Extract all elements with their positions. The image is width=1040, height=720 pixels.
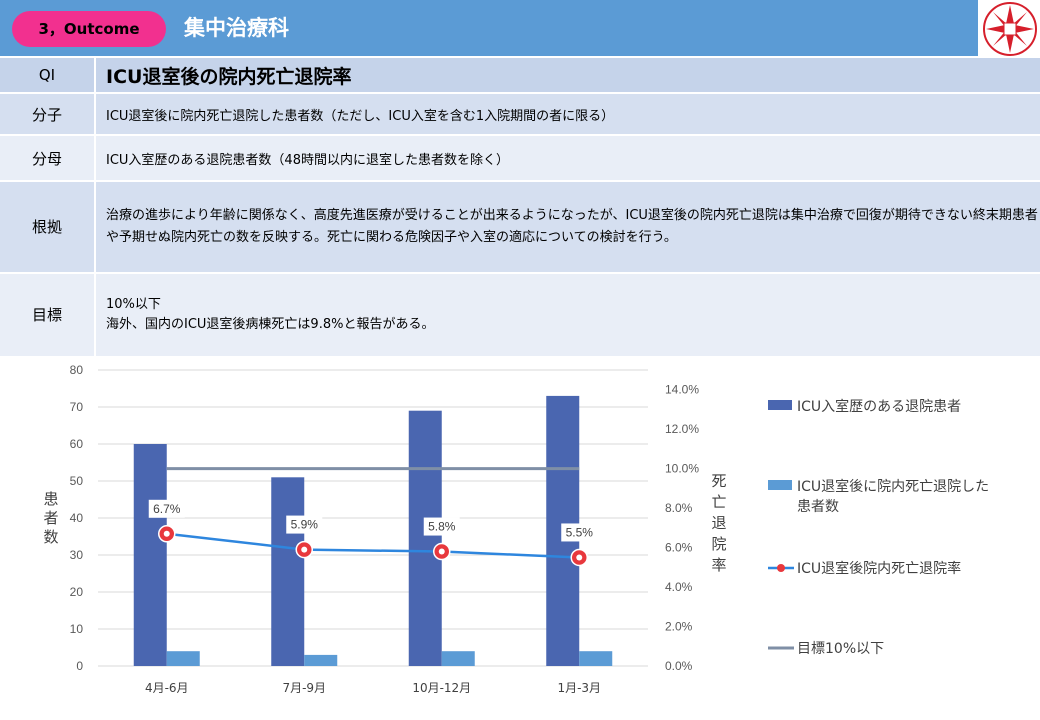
legend-swatch: [768, 480, 792, 490]
rate-point-center: [163, 530, 170, 537]
data-label: 5.5%: [566, 525, 594, 539]
row-value: 治療の進歩により年齢に関係なく、高度先進医療が受けることが出来るようになったが、…: [95, 181, 1040, 274]
data-label: 5.8%: [428, 520, 456, 534]
y-tick-label: 40: [70, 511, 84, 525]
rate-point-center: [438, 548, 445, 555]
x-tick-label: 7月-9月: [282, 681, 326, 695]
hospital-logo-icon: [980, 0, 1040, 58]
header-bar: 3，Outcome 集中治療科: [0, 0, 978, 56]
row-key: 目標: [0, 273, 96, 358]
qi-title: ICU退室後の院内死亡退院率: [95, 58, 1040, 94]
y-tick-label: 10: [70, 622, 84, 636]
y2-tick-label: 0.0%: [665, 659, 693, 673]
target-line-1: 10%以下: [106, 297, 161, 312]
y2-axis-title-char: 死: [711, 472, 726, 490]
bar: [271, 477, 305, 666]
data-label: 5.9%: [291, 518, 319, 532]
y2-tick-label: 8.0%: [665, 501, 693, 515]
y-tick-label: 60: [70, 437, 84, 451]
y-tick-label: 30: [70, 548, 84, 562]
section-badge: 3，Outcome: [12, 11, 166, 47]
rate-line: [166, 532, 580, 559]
x-tick-label: 4月-6月: [145, 681, 189, 695]
y-axis-title-char: 数: [43, 528, 58, 546]
data-label-bg: [148, 499, 185, 518]
outcome-chart: 0 10 20 30 40 50 60 70 80 0.0% 2.0% 4.0% 6.0% 8.0% 10.…: [43, 363, 989, 695]
x-tick-label: 1月-3月: [557, 681, 601, 695]
bar: [579, 651, 613, 666]
row-key: QI: [0, 58, 96, 94]
legend-label: 目標10%以下: [797, 641, 884, 657]
bar: [304, 654, 338, 666]
data-label: 6.7%: [153, 502, 181, 516]
y2-tick-label: 4.0%: [665, 580, 693, 594]
y2-axis-title-char: 院: [711, 535, 726, 553]
row-key: 根拠: [0, 181, 96, 274]
row-numerator: 分子 ICU退室後に院内死亡退院した患者数（ただし、ICU入室を含む1入院期間の…: [0, 93, 1040, 136]
rate-point-center: [301, 546, 308, 553]
row-key: 分母: [0, 135, 96, 182]
legend-marker: [777, 564, 785, 572]
bar: [166, 651, 200, 666]
bar: [408, 410, 442, 666]
rate-point-center: [576, 554, 583, 561]
row-rationale: 根拠 治療の進歩により年齢に関係なく、高度先進医療が受けることが出来るようになっ…: [0, 181, 1040, 274]
row-value: 10%以下 海外、国内のICU退室後病棟死亡は9.8%と報告がある。: [95, 273, 1040, 358]
y-axis-title-char: 患: [43, 490, 58, 508]
legend-label: ICU退室後に院内死亡退院した: [797, 478, 989, 495]
row-denominator: 分母 ICU入室歴のある退院患者数（48時間以内に退室した患者数を除く）: [0, 135, 1040, 182]
y2-tick-label: 2.0%: [665, 620, 693, 634]
bar: [133, 444, 167, 666]
row-value: ICU退室後に院内死亡退院した患者数（ただし、ICU入室を含む1入院期間の者に限…: [95, 93, 1040, 136]
y-tick-label: 50: [70, 474, 84, 488]
data-label-bg: [286, 515, 323, 534]
y-tick-label: 20: [70, 585, 84, 599]
y2-axis-title-char: 退: [711, 514, 726, 532]
data-label-bg: [561, 523, 598, 542]
bar: [441, 651, 475, 666]
x-tick-label: 10月-12月: [412, 681, 471, 695]
y-tick-label: 0: [76, 659, 83, 673]
legend-label: 患者数: [797, 499, 839, 515]
legend-swatch: [768, 400, 792, 410]
qi-info-table: QI ICU退室後の院内死亡退院率 分子 ICU退室後に院内死亡退院した患者数（…: [0, 58, 1040, 358]
legend-label: ICU退室後院内死亡退院率: [797, 560, 961, 577]
row-key: 分子: [0, 93, 96, 136]
y-tick-label: 70: [70, 400, 84, 414]
data-label-bg: [423, 517, 460, 536]
y2-axis-title-char: 率: [711, 556, 726, 574]
target-line-2: 海外、国内のICU退室後病棟死亡は9.8%と報告がある。: [106, 317, 435, 332]
row-value: ICU入室歴のある退院患者数（48時間以内に退室した患者数を除く）: [95, 135, 1040, 182]
y2-axis-title-char: 亡: [711, 493, 726, 511]
department-title: 集中治療科: [184, 16, 289, 40]
row-qi: QI ICU退室後の院内死亡退院率: [0, 58, 1040, 94]
y2-tick-label: 12.0%: [665, 422, 699, 436]
legend-label: ICU入室歴のある退院患者: [797, 398, 961, 415]
y2-tick-label: 6.0%: [665, 541, 693, 555]
row-target: 目標 10%以下 海外、国内のICU退室後病棟死亡は9.8%と報告がある。: [0, 273, 1040, 358]
y2-tick-label: 14.0%: [665, 383, 699, 397]
y-axis-title-char: 者: [43, 509, 58, 527]
y2-tick-label: 10.0%: [665, 462, 699, 476]
y-tick-label: 80: [70, 363, 84, 377]
